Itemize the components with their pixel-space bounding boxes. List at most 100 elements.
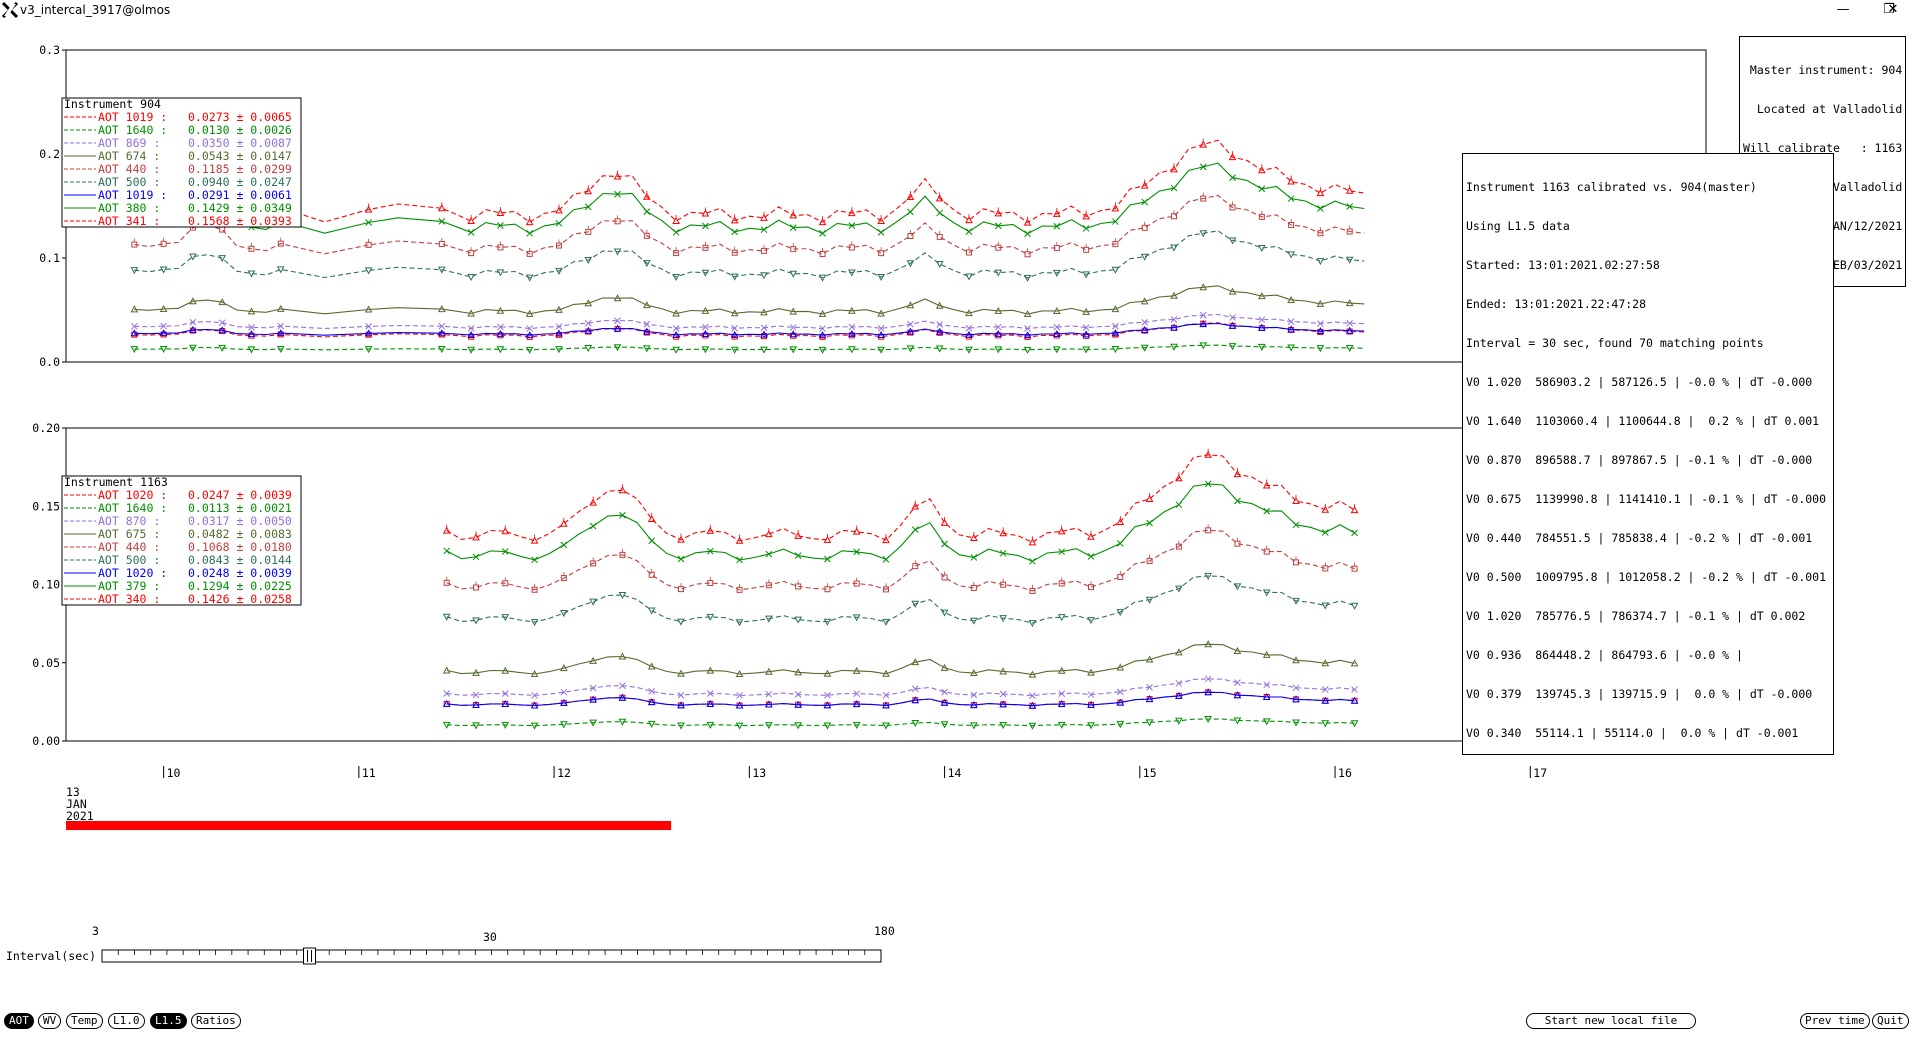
data-point — [877, 309, 885, 317]
data-point — [824, 555, 831, 563]
data-point — [819, 247, 826, 257]
data-point — [555, 239, 562, 249]
calib-line: V0 1.640 1103060.4 | 1100644.8 | 0.2 % |… — [1466, 414, 1820, 428]
data-point — [247, 330, 256, 338]
legend-series-name: AOT 1020 : — [98, 566, 167, 580]
legend-series-name: AOT 1640 : — [98, 501, 167, 515]
data-point — [1345, 299, 1354, 307]
data-point — [1263, 681, 1271, 689]
data-point — [970, 617, 978, 625]
aot-button[interactable]: AOT — [4, 1013, 34, 1029]
data-point — [1263, 507, 1271, 515]
data-point — [437, 202, 446, 212]
data-point — [1322, 562, 1329, 572]
data-point — [1170, 323, 1178, 331]
data-point — [159, 266, 168, 274]
slider-mid-label: 30 — [483, 930, 497, 944]
data-point — [1262, 589, 1271, 597]
y-tick-label: 0.00 — [32, 734, 60, 748]
x-tick-label: 13 — [752, 766, 766, 780]
data-point — [247, 307, 256, 315]
data-point — [472, 691, 480, 699]
data-point — [1317, 205, 1324, 212]
data-point — [1316, 345, 1325, 353]
data-point — [1145, 719, 1154, 727]
temp-button[interactable]: Temp — [66, 1013, 103, 1029]
data-point — [365, 219, 372, 226]
data-point — [467, 325, 475, 332]
data-point — [1287, 344, 1295, 352]
data-point — [970, 669, 978, 677]
data-point — [560, 541, 568, 549]
series-line — [446, 691, 1355, 707]
data-point — [1257, 292, 1266, 300]
data-point — [642, 327, 651, 335]
data-point — [877, 346, 885, 354]
data-point — [970, 581, 977, 591]
close-icon[interactable]: ✕ — [1887, 2, 1899, 17]
data-point — [1204, 448, 1212, 458]
data-point — [1116, 688, 1124, 696]
data-point — [736, 556, 743, 564]
data-point — [1321, 720, 1330, 728]
data-point — [443, 690, 451, 697]
data-point — [442, 699, 451, 707]
data-point — [1321, 696, 1330, 704]
legend-series-name: AOT 500 : — [98, 553, 160, 567]
data-point — [970, 701, 978, 709]
data-point — [730, 273, 739, 281]
data-point — [1204, 675, 1212, 683]
ratios-button[interactable]: Ratios — [191, 1013, 241, 1029]
y-tick-label: 0.20 — [32, 421, 60, 435]
data-point — [702, 241, 709, 251]
data-point — [760, 346, 768, 354]
data-point — [701, 306, 710, 314]
data-point — [1317, 320, 1324, 327]
data-point — [847, 346, 856, 354]
data-point — [189, 325, 197, 333]
x-tick-label: 10 — [167, 766, 181, 780]
start-local-file-button[interactable]: Start new local file — [1526, 1013, 1696, 1029]
l15-button[interactable]: L1.5 — [150, 1013, 187, 1029]
data-point — [965, 228, 973, 235]
data-point — [555, 346, 563, 354]
date-month: JAN — [66, 797, 87, 811]
series-line — [134, 313, 1365, 330]
data-point — [706, 547, 714, 555]
data-point — [999, 667, 1007, 675]
data-point — [130, 346, 139, 354]
data-point — [365, 238, 372, 248]
data-point — [1175, 540, 1182, 550]
data-point — [619, 511, 626, 519]
quit-button[interactable]: Quit — [1872, 1013, 1909, 1029]
data-point — [647, 662, 656, 670]
data-point — [443, 576, 450, 586]
data-point — [1087, 617, 1095, 625]
data-point — [677, 722, 685, 730]
data-point — [130, 322, 138, 330]
data-point — [1205, 524, 1212, 534]
data-point — [731, 324, 739, 332]
legend-series-name: AOT 1020 : — [98, 488, 167, 502]
maximize-icon[interactable]: ❐ — [1883, 2, 1895, 17]
y-tick-label: 0.3 — [39, 43, 60, 57]
data-point — [530, 619, 539, 627]
x-tick-label: 14 — [948, 766, 962, 780]
data-point — [1082, 324, 1090, 331]
data-point — [585, 225, 592, 235]
data-point — [789, 224, 797, 231]
legend-series-stat: 0.0113 ± 0.0021 — [188, 501, 292, 515]
wv-button[interactable]: WV — [38, 1013, 62, 1029]
data-point — [940, 609, 949, 617]
data-point — [765, 550, 773, 558]
l10-button[interactable]: L1.0 — [108, 1013, 145, 1029]
data-point — [824, 583, 831, 593]
data-point — [1233, 691, 1242, 699]
data-point — [935, 301, 944, 309]
minimize-icon[interactable]: — — [1836, 2, 1850, 17]
data-point — [907, 230, 914, 240]
data-point — [1052, 269, 1061, 277]
data-point — [442, 721, 451, 729]
prev-time-button[interactable]: Prev time — [1800, 1013, 1870, 1029]
interval-slider-handle[interactable] — [303, 947, 317, 965]
